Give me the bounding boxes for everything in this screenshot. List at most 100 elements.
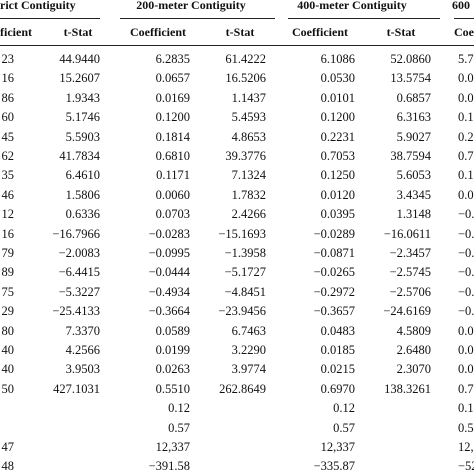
cell: −2.5745: [389, 265, 431, 280]
group-header: 400-meter Contiguity: [297, 0, 407, 12]
cell: 0.6810: [155, 149, 190, 163]
cell: 0.0395: [320, 207, 355, 222]
cell: −6.4415: [58, 265, 100, 280]
cell: 0.0: [458, 323, 474, 338]
cell: 16.5206: [225, 71, 266, 86]
cell: 6.3163: [396, 110, 431, 125]
cell: 86: [1, 90, 15, 105]
cell: −15.1693: [218, 226, 266, 241]
cell: 40: [1, 343, 15, 357]
cell: 0.6970: [320, 381, 355, 396]
column-header: ficient: [0, 25, 32, 39]
cell: 2.3070: [396, 362, 431, 377]
column-header: t-Stat: [386, 25, 416, 39]
cell: −335.87: [313, 459, 355, 474]
cell: 0.0169: [155, 90, 190, 105]
cell: 60: [1, 110, 15, 125]
cell: 4.8653: [231, 129, 266, 144]
cell: −16.0611: [383, 226, 431, 241]
cell: 0.7: [458, 381, 474, 396]
cell: 138.3261: [384, 381, 431, 396]
cell: 0.57: [168, 420, 190, 435]
cell: 6.4610: [65, 168, 100, 183]
cell: 79: [1, 246, 15, 260]
cell: 1.7832: [231, 187, 266, 202]
cell: 40: [1, 362, 15, 377]
cell: 4.2566: [65, 343, 100, 357]
cell: −0.0871: [313, 246, 355, 260]
cell: 89: [1, 265, 15, 280]
cell: 0.0: [458, 343, 474, 357]
cell: 2.4266: [231, 207, 266, 222]
cell: 12,337: [320, 440, 355, 454]
column-header: Coe: [454, 25, 474, 39]
cell: 75: [1, 284, 15, 299]
cell: 6.1086: [320, 52, 355, 66]
cell: 0.57: [333, 420, 355, 435]
cell: 0.0657: [155, 71, 190, 86]
cell: 16: [1, 71, 15, 86]
group-header: rict Contiguity: [0, 0, 76, 12]
cell: 1.1437: [231, 90, 266, 105]
cell: −391.58: [148, 459, 190, 474]
cell: −0.3657: [313, 304, 355, 319]
cell: 3.2290: [231, 343, 266, 357]
cell: 0.1200: [155, 110, 190, 125]
cell: 0.1200: [320, 110, 355, 125]
cell: 0.0530: [320, 71, 355, 86]
cell: 0.0215: [320, 362, 355, 377]
cell: 262.8649: [219, 381, 266, 396]
cell: −25.4133: [52, 304, 100, 319]
cell: 1.5806: [65, 187, 100, 202]
cell: 1.9343: [65, 90, 100, 105]
cell: 12: [1, 207, 15, 222]
cell: 0.7: [458, 149, 474, 163]
cell: −0.0995: [148, 246, 190, 260]
cell: 0.0199: [155, 343, 190, 357]
rule: [0, 45, 474, 46]
cell: 0.12: [333, 401, 355, 416]
cell: 61.4222: [225, 52, 266, 66]
cell: 0.1171: [156, 168, 190, 183]
cell: 1.3148: [396, 207, 431, 222]
cell: 39.3776: [225, 149, 266, 163]
cell: 0.0185: [320, 343, 355, 357]
cell: −24.6169: [383, 304, 431, 319]
rule: [454, 18, 474, 19]
cell: 0.0120: [320, 187, 355, 202]
cell: 7.1324: [231, 168, 266, 183]
cell: 48: [1, 459, 15, 474]
cell: 0.2231: [320, 129, 355, 144]
cell: 0.0060: [155, 187, 190, 202]
cell: 0.0483: [320, 323, 355, 338]
cell: 38.7594: [390, 149, 431, 163]
cell: −0.3664: [148, 304, 190, 319]
cell: 45: [1, 129, 15, 144]
cell: −2.3457: [389, 246, 431, 260]
cell: 52.0860: [390, 52, 431, 66]
cell: 3.9774: [231, 362, 266, 377]
cell: −0.2: [458, 284, 474, 299]
cell: −5.1727: [224, 265, 266, 280]
cell: 50: [1, 381, 15, 396]
rule: [0, 18, 100, 19]
rule: [120, 18, 275, 19]
cell: 47: [1, 440, 15, 454]
cell: 44.9440: [59, 52, 100, 66]
cell: 5.1746: [65, 110, 100, 125]
cell: 0.0: [458, 71, 474, 86]
cell: 0.1: [458, 168, 474, 183]
cell: 0.1: [458, 110, 474, 125]
rule: [288, 18, 440, 19]
cell: 0.1814: [155, 129, 190, 144]
column-header: Coefficient: [292, 25, 348, 39]
cell: −2.0083: [58, 246, 100, 260]
cell: −16.7966: [52, 226, 100, 241]
cell: −0.0289: [313, 226, 355, 241]
cell: −0.: [458, 226, 474, 241]
cell: 5.6053: [396, 168, 431, 183]
cell: −0.0283: [148, 226, 190, 241]
cell: −2.5706: [389, 284, 431, 299]
cell: −0.3: [458, 304, 474, 319]
